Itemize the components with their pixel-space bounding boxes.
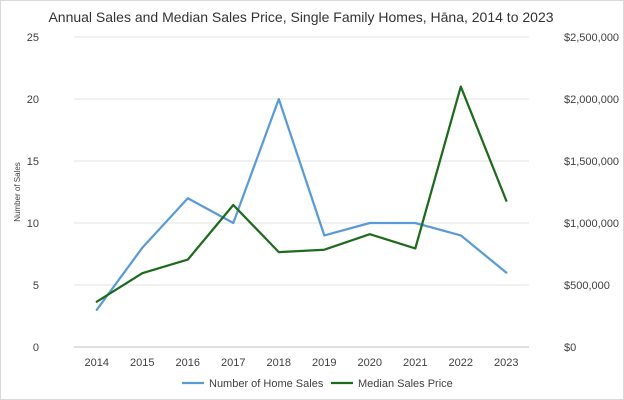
y2-tick-label: $2,000,000 — [564, 94, 619, 106]
series-layer — [95, 85, 508, 311]
y-axis-title: Number of Sales — [13, 162, 22, 222]
y-axis-right: $0 $500,000 $1,000,000 $1,500,000 $2,000,000… — [564, 32, 619, 354]
y2-tick-label: $2,500,000 — [564, 32, 619, 44]
legend: Number of Home Sales Median Sales Price — [182, 378, 453, 390]
y-axis-left: 0 5 10 15 20 25 — [27, 32, 39, 354]
x-tick-label: 2017 — [221, 357, 245, 369]
y2-tick-label: $500,000 — [564, 280, 610, 292]
y2-tick-label: $0 — [564, 342, 576, 354]
series-line — [95, 97, 508, 311]
series-line — [95, 85, 508, 303]
x-tick-label: 2015 — [130, 357, 154, 369]
y-tick-label: 5 — [33, 280, 39, 292]
legend-label: Median Sales Price — [358, 378, 453, 390]
x-tick-label: 2016 — [176, 357, 200, 369]
legend-label: Number of Home Sales — [209, 378, 324, 390]
y-tick-label: 20 — [27, 94, 39, 106]
y2-tick-label: $1,000,000 — [564, 218, 619, 230]
chart-title: Annual Sales and Median Sales Price, Sin… — [48, 9, 553, 25]
y-tick-label: 25 — [27, 32, 39, 44]
x-tick-label: 2022 — [449, 357, 473, 369]
x-axis: 2014 2015 2016 2017 2018 2019 2020 2021 2022 2023 — [85, 357, 519, 369]
x-tick-label: 2020 — [358, 357, 382, 369]
x-tick-label: 2019 — [312, 357, 336, 369]
y-tick-label: 10 — [27, 218, 39, 230]
y-tick-label: 15 — [27, 156, 39, 168]
x-tick-label: 2023 — [494, 357, 518, 369]
x-tick-label: 2014 — [85, 357, 109, 369]
x-tick-label: 2021 — [403, 357, 427, 369]
y-tick-label: 0 — [33, 342, 39, 354]
x-tick-label: 2018 — [267, 357, 291, 369]
y2-tick-label: $1,500,000 — [564, 156, 619, 168]
gridlines — [74, 36, 529, 348]
